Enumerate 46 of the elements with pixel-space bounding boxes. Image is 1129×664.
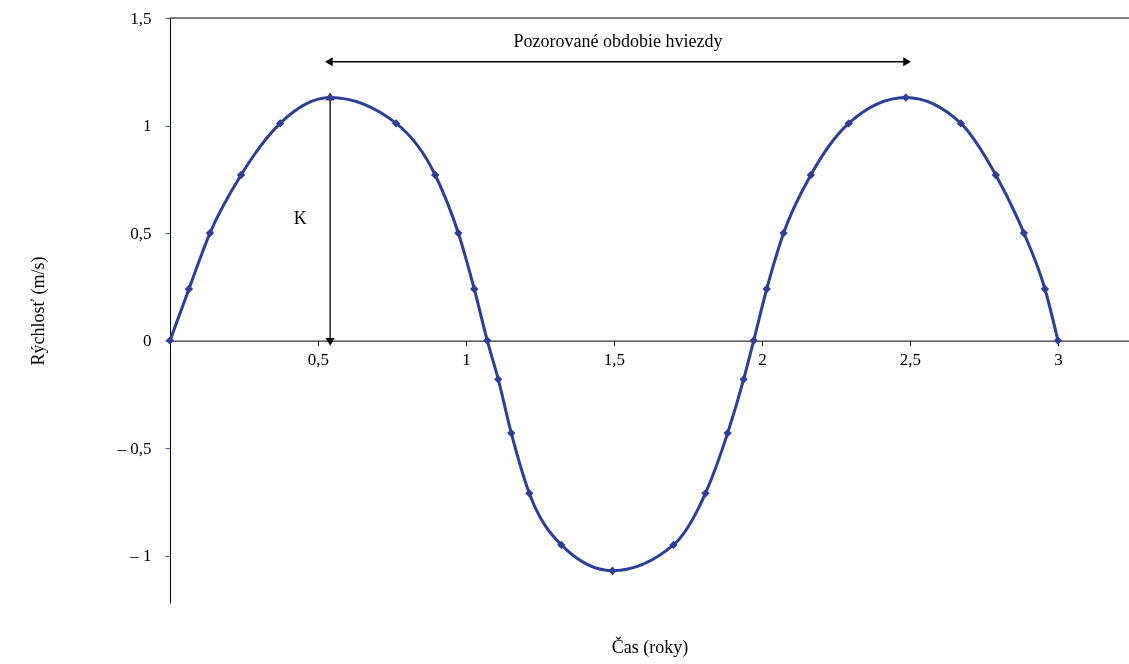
annotation: K (293, 208, 307, 229)
point (1053, 336, 1063, 345)
y-tick-label: 0 (143, 331, 152, 351)
point (723, 428, 732, 438)
annotation: Pozorované obdobie hviezdy (513, 30, 723, 51)
point (205, 228, 215, 238)
y-tick-label: 0,5 (130, 223, 152, 243)
point (991, 170, 1000, 180)
point (1019, 228, 1029, 238)
point (507, 428, 516, 438)
point (470, 284, 479, 294)
point (391, 119, 401, 128)
point (165, 336, 175, 345)
x-axis-title: Čas (roky) (611, 635, 689, 658)
point (806, 170, 815, 180)
y-tick-label: – 0,5 (116, 438, 152, 458)
point (701, 489, 710, 498)
x-tick-label: 0,5 (307, 350, 330, 370)
point (749, 336, 758, 345)
x-tick-label: 1,5 (603, 350, 626, 370)
point (1040, 284, 1050, 294)
y-axis-title: Rýchlosť (m/s) (27, 256, 49, 366)
y-tick-label: 1 (143, 116, 152, 136)
point (608, 566, 617, 575)
point (669, 540, 678, 550)
point (762, 284, 771, 294)
point (184, 284, 194, 294)
point (431, 170, 440, 180)
point (901, 93, 911, 102)
point (275, 119, 285, 128)
point (494, 375, 503, 384)
point (739, 375, 748, 384)
y-tick-label: 1,5 (130, 8, 152, 28)
point (779, 228, 788, 238)
point (236, 170, 246, 180)
point (844, 119, 853, 128)
x-tick-label: 2 (758, 350, 767, 370)
point (454, 228, 463, 238)
x-tick-label: 2,5 (899, 350, 922, 370)
point (483, 336, 492, 345)
x-tick-label: 1 (462, 350, 471, 370)
point (557, 540, 566, 550)
y-tick-label: – 1 (129, 546, 152, 566)
point (525, 489, 534, 498)
point (956, 119, 966, 128)
x-tick-label: 3 (1054, 350, 1063, 370)
